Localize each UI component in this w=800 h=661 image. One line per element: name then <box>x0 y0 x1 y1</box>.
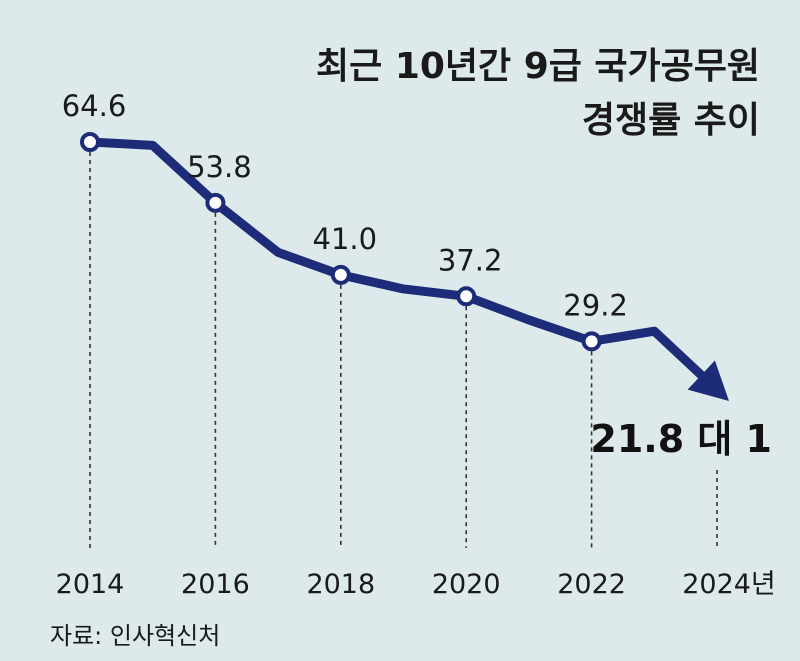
x-tick-2022: 2022 <box>557 569 626 600</box>
data-label-2020: 37.2 <box>438 243 503 277</box>
series-line <box>85 137 711 384</box>
chart-title: 최근 10년간 9급 국가공무원 경쟁률 추이 <box>316 40 760 148</box>
x-tick-2014: 2014 <box>56 569 125 600</box>
data-marker-2020 <box>456 286 477 307</box>
x-tick-2018: 2018 <box>306 569 375 600</box>
data-marker-2022 <box>581 331 602 352</box>
chart-title-line1: 최근 10년간 9급 국가공무원 <box>316 46 760 87</box>
data-label-2018: 41.0 <box>313 222 378 256</box>
x-tick-2020: 2020 <box>432 569 501 600</box>
trend-arrow-head <box>687 360 729 401</box>
data-marker-2018 <box>330 264 351 285</box>
data-label-2022: 29.2 <box>563 288 628 322</box>
source-note: 자료: 인사혁신처 <box>50 622 221 650</box>
chart-title-line2: 경쟁률 추이 <box>581 100 760 141</box>
x-tick-2016: 2016 <box>181 569 250 600</box>
data-label-2016: 53.8 <box>187 150 252 184</box>
data-marker-2014 <box>80 132 100 152</box>
x-tick-2024년: 2024년 <box>682 569 776 600</box>
data-marker-2016 <box>205 192 226 213</box>
data-label-2014: 64.6 <box>62 89 127 123</box>
data-label-2024: 21.8 대 1 <box>590 417 772 461</box>
